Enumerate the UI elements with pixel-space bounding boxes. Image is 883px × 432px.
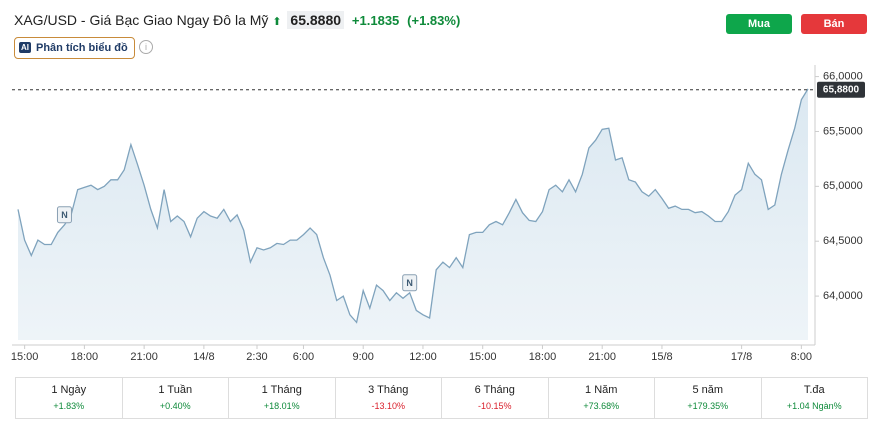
x-tick-label: 6:00 <box>293 351 314 363</box>
x-tick-label: 15:00 <box>469 351 497 363</box>
period-change: -10.15% <box>477 401 512 411</box>
x-tick-label: 9:00 <box>352 351 373 363</box>
x-tick-label: 17/8 <box>731 351 752 363</box>
x-tick-label: 18:00 <box>71 351 99 363</box>
period-label: 1 Năm <box>585 384 618 396</box>
period-cell[interactable]: 1 Ngày +1.83% <box>16 378 123 418</box>
news-marker <box>56 206 72 224</box>
news-marker <box>402 274 418 292</box>
period-label: 5 năm <box>692 384 724 396</box>
change: +1.1835 <box>351 13 400 28</box>
x-tick-label: 8:00 <box>791 351 812 363</box>
period-change: +18.01% <box>263 401 300 411</box>
period-label: 1 Tuần <box>158 384 193 396</box>
news-marker-label: N <box>406 278 413 288</box>
period-cell[interactable]: 3 Tháng -13.10% <box>336 378 442 418</box>
y-tick-label: 64,5000 <box>823 235 863 247</box>
period-cell[interactable]: 5 năm +179.35% <box>655 378 762 418</box>
chart-analysis-button[interactable]: AI Phân tích biểu đồ <box>14 37 135 59</box>
ai-badge: AI <box>19 42 31 53</box>
period-change: -13.10% <box>371 401 406 411</box>
price: 65.8880 <box>287 11 345 29</box>
period-label: 6 Tháng <box>474 384 515 396</box>
period-change: +1.83% <box>53 401 85 411</box>
period-change: +73.68% <box>583 401 620 411</box>
header: XAG/USD - Giá Bạc Giao Ngay Đô la Mỹ ⬆ 6… <box>14 11 461 29</box>
period-label: 3 Tháng <box>368 384 409 396</box>
current-price-box <box>817 81 865 98</box>
y-tick-label: 64,0000 <box>823 290 863 302</box>
period-change: +179.35% <box>687 401 729 411</box>
instrument-title: XAG/USD - Giá Bạc Giao Ngay Đô la Mỹ <box>14 12 269 28</box>
chart: Investing.com64,000064,500065,000065,500… <box>11 65 865 363</box>
period-change: +1.04 Ngàn% <box>786 401 842 411</box>
period-label: 1 Tháng <box>261 384 302 396</box>
x-tick-label: 21:00 <box>130 351 158 363</box>
period-label: T.đa <box>803 384 825 396</box>
period-table: 1 Ngày +1.83% 1 Tuần +0.40% 1 Tháng +18.01% 3 … <box>15 377 868 419</box>
period-cell[interactable]: 1 Tháng +18.01% <box>229 378 336 418</box>
current-price-label: 65,8800 <box>823 84 860 95</box>
news-marker-label: N <box>61 210 68 220</box>
period-change: +0.40% <box>159 401 191 411</box>
x-tick-label: 21:00 <box>588 351 616 363</box>
analysis-label: Phân tích biểu đồ <box>36 42 128 54</box>
period-cell[interactable]: 6 Tháng -10.15% <box>442 378 549 418</box>
y-tick-label: 65,5000 <box>823 125 863 137</box>
y-tick-label: 65,0000 <box>823 180 863 192</box>
period-cell[interactable]: T.đa +1.04 Ngàn% <box>762 378 868 418</box>
y-tick-label: 66,0000 <box>823 70 863 82</box>
change-percent: (+1.83%) <box>407 13 461 28</box>
period-label: 1 Ngày <box>51 384 87 396</box>
x-tick-label: 14/8 <box>193 351 214 363</box>
info-icon[interactable]: i <box>139 40 153 54</box>
x-tick-label: 18:00 <box>529 351 557 363</box>
area <box>18 88 808 341</box>
x-tick-label: 15/8 <box>651 351 672 363</box>
up-arrow: ⬆ <box>272 16 282 28</box>
x-tick-label: 2:30 <box>246 351 267 363</box>
period-cell[interactable]: 1 Năm +73.68% <box>549 378 655 418</box>
x-tick-label: 12:00 <box>409 351 437 363</box>
period-cell[interactable]: 1 Tuần +0.40% <box>123 378 229 418</box>
x-tick-label: 15:00 <box>11 351 39 363</box>
buy-button[interactable]: Mua <box>726 14 792 34</box>
line <box>17 88 809 324</box>
sell-button[interactable]: Bán <box>801 14 867 34</box>
